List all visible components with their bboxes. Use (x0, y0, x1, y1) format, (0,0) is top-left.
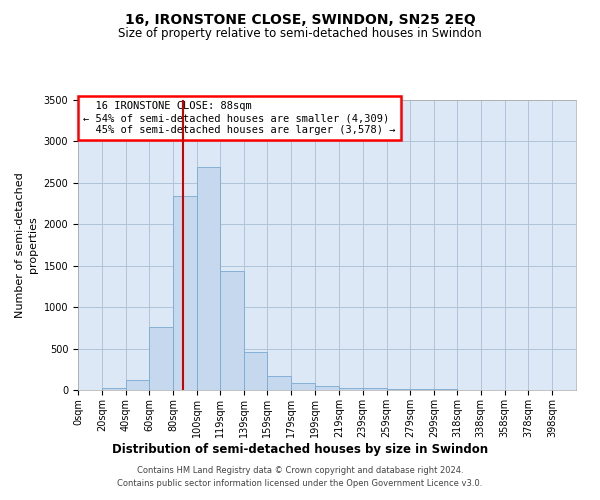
Bar (315, 386, 339, 390)
Bar (339, 388, 363, 390)
Bar (197, 167, 220, 390)
Y-axis label: Number of semi-detached
properties: Number of semi-detached properties (15, 172, 38, 318)
Bar (291, 384, 315, 390)
Text: Size of property relative to semi-detached houses in Swindon: Size of property relative to semi-detach… (118, 28, 482, 40)
Bar (102, 388, 125, 390)
Bar (220, 270, 244, 390)
Text: Distribution of semi-detached houses by size in Swindon: Distribution of semi-detached houses by … (112, 442, 488, 456)
Bar (149, 327, 173, 390)
Text: 16, IRONSTONE CLOSE, SWINDON, SN25 2EQ: 16, IRONSTONE CLOSE, SWINDON, SN25 2EQ (125, 12, 475, 26)
Text: Contains HM Land Registry data © Crown copyright and database right 2024.
Contai: Contains HM Land Registry data © Crown c… (118, 466, 482, 487)
Bar (268, 376, 291, 390)
Bar (125, 380, 149, 390)
Bar (410, 389, 434, 390)
Bar (173, 196, 197, 390)
Bar (386, 389, 410, 390)
Bar (244, 352, 268, 390)
Bar (363, 388, 386, 390)
Text: 16 IRONSTONE CLOSE: 88sqm
← 54% of semi-detached houses are smaller (4,309)
  45: 16 IRONSTONE CLOSE: 88sqm ← 54% of semi-… (83, 102, 395, 134)
